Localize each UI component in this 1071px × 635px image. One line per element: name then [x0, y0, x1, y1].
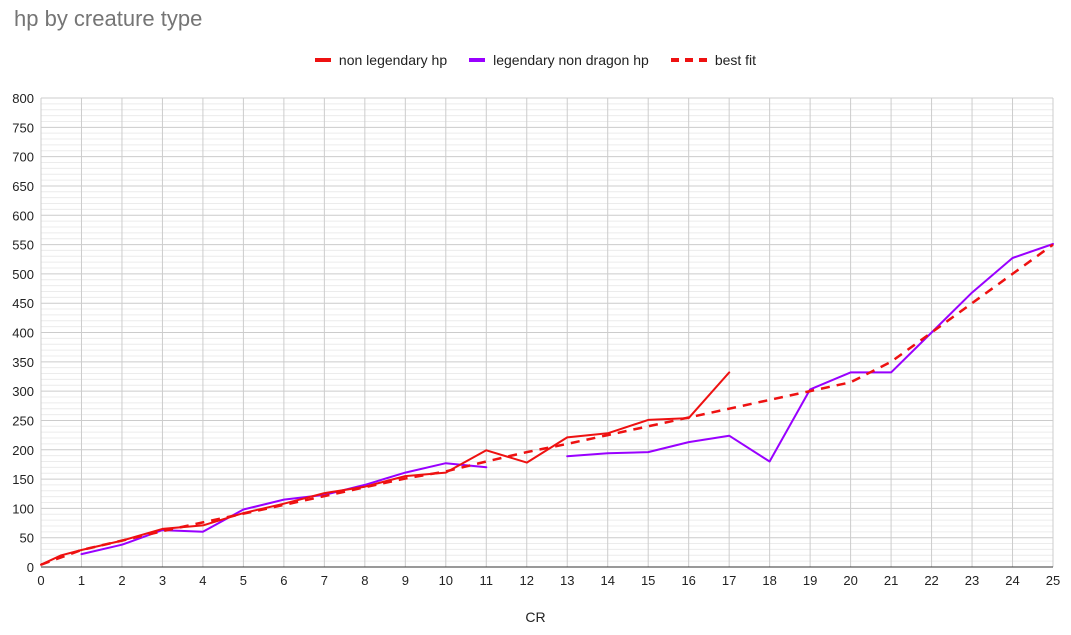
legend-item-legendary-non-dragon[interactable]: legendary non dragon hp	[469, 52, 649, 68]
legend-swatch-legendary-non-dragon	[469, 58, 486, 62]
y-tick-label: 250	[12, 413, 34, 428]
x-tick-label: 21	[884, 573, 898, 588]
x-tick-label: 9	[402, 573, 409, 588]
y-tick-label: 400	[12, 326, 34, 341]
x-tick-label: 12	[520, 573, 534, 588]
x-axis-ticks: 0 1 2 3 4 5 6 7 8 9 10 11 12 13 14 15 16 17 18 19 20 21 22 23 24…	[37, 573, 1060, 588]
y-tick-label: 500	[12, 267, 34, 282]
y-tick-label: 300	[12, 384, 34, 399]
x-tick-label: 3	[159, 573, 166, 588]
y-tick-label: 50	[20, 531, 34, 546]
x-tick-label: 0	[37, 573, 44, 588]
x-tick-label: 11	[480, 573, 494, 588]
chart-title: hp by creature type	[14, 6, 203, 31]
x-tick-label: 10	[439, 573, 453, 588]
legend-swatch-non-legendary	[314, 58, 331, 62]
legend-swatch-best-fit	[670, 58, 707, 62]
x-tick-label: 13	[560, 573, 574, 588]
legend-item-best-fit[interactable]: best fit	[670, 52, 757, 68]
x-tick-label: 6	[280, 573, 287, 588]
x-tick-label: 25	[1046, 573, 1060, 588]
x-tick-label: 19	[803, 573, 817, 588]
x-tick-label: 23	[965, 573, 979, 588]
x-tick-label: 16	[681, 573, 695, 588]
y-tick-label: 150	[12, 472, 34, 487]
x-tick-label: 15	[641, 573, 655, 588]
x-tick-label: 20	[843, 573, 857, 588]
x-tick-label: 18	[762, 573, 776, 588]
y-tick-label: 750	[12, 120, 34, 135]
x-tick-label: 17	[722, 573, 736, 588]
y-tick-label: 800	[12, 91, 34, 106]
legend-label-best-fit: best fit	[714, 52, 757, 68]
series-layer	[40, 243, 1054, 566]
legend-item-non-legendary[interactable]: non legendary hp	[314, 52, 448, 68]
x-tick-label: 2	[118, 573, 125, 588]
x-tick-label: 1	[78, 573, 85, 588]
y-tick-label: 0	[27, 560, 34, 575]
y-tick-label: 200	[12, 443, 34, 458]
y-tick-label: 550	[12, 238, 34, 253]
y-tick-label: 350	[12, 355, 34, 370]
y-tick-label: 600	[12, 208, 34, 223]
legend-label-legendary-non-dragon: legendary non dragon hp	[493, 52, 649, 68]
y-tick-label: 700	[12, 150, 34, 165]
x-axis-label: CR	[525, 609, 546, 625]
grid-major	[40, 97, 1054, 568]
x-tick-label: 24	[1005, 573, 1019, 588]
y-axis-ticks: 0 50 100 150 200 250 300 350 400 450 500 550 600 650 7…	[12, 91, 34, 575]
x-tick-label: 5	[240, 573, 247, 588]
x-tick-label: 7	[321, 573, 328, 588]
series-line-legendary-non-dragon-hp-seg-2	[566, 243, 1054, 463]
grid-minor	[41, 103, 1053, 562]
series-line-best-fit	[40, 243, 1054, 566]
x-tick-label: 14	[600, 573, 614, 588]
y-tick-label: 450	[12, 296, 34, 311]
x-tick-label: 4	[199, 573, 206, 588]
y-tick-label: 650	[12, 179, 34, 194]
x-tick-label: 8	[361, 573, 368, 588]
y-tick-label: 100	[12, 501, 34, 516]
x-tick-label: 22	[924, 573, 938, 588]
legend: non legendary hp legendary non dragon hp…	[0, 52, 1071, 68]
legend-label-non-legendary: non legendary hp	[338, 52, 448, 68]
